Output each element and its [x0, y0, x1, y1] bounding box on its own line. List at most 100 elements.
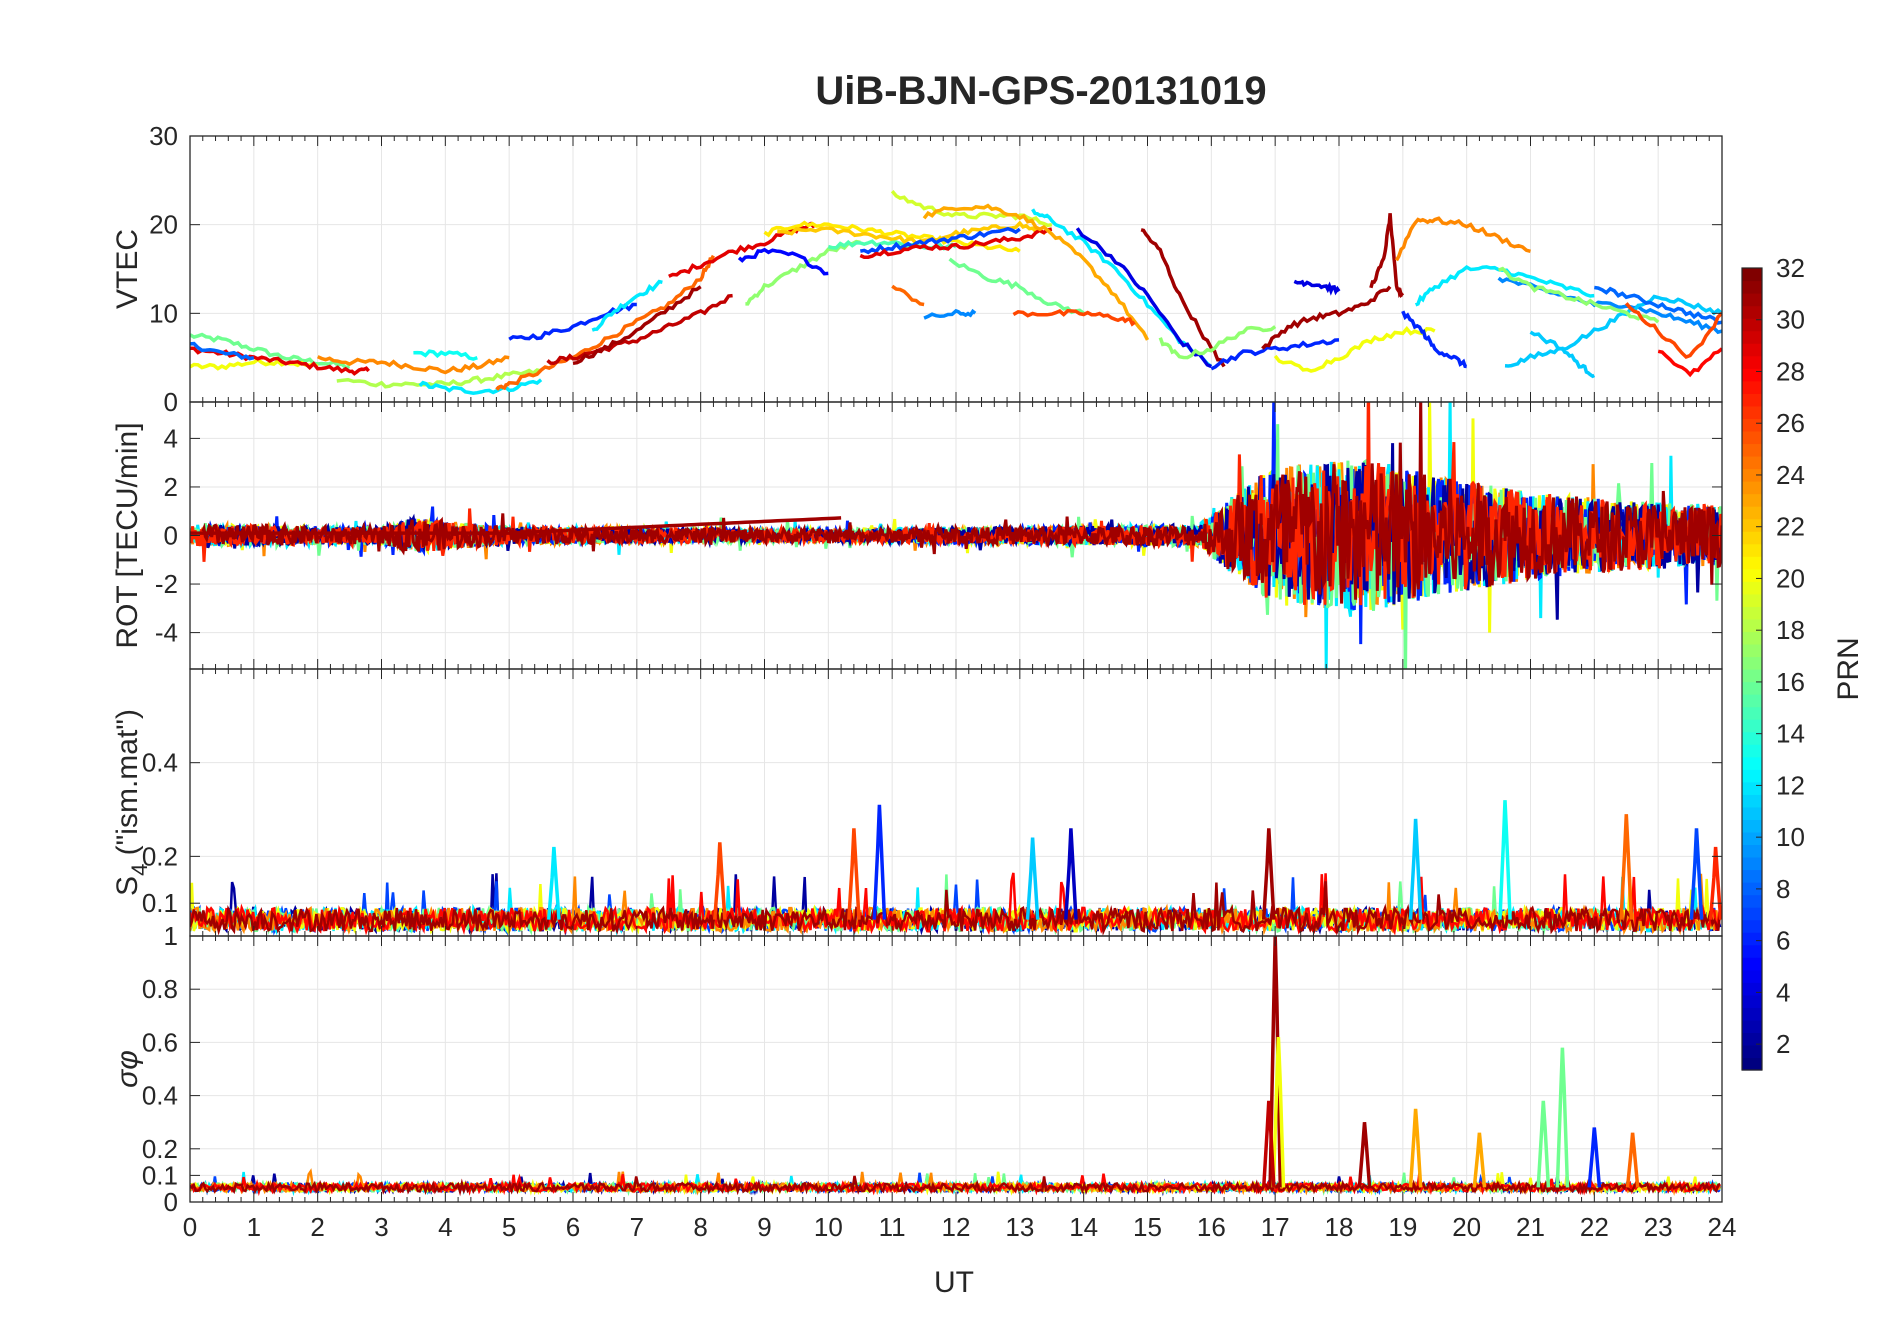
y-tick-label: 20 [149, 210, 178, 240]
vtec-series-prn-23 [922, 203, 1150, 341]
x-tick-label: 4 [438, 1212, 452, 1242]
colorbar-tick-label: 4 [1776, 977, 1790, 1007]
peak-prn-26 [847, 828, 861, 920]
panel-4: 00.10.2 0.4 0.6 0.8 1 σφ [111, 921, 1723, 1217]
vtec-series-prn-7 [859, 226, 1021, 255]
colorbar-tick-label: 10 [1776, 822, 1805, 852]
colorbar-tick-label: 18 [1776, 615, 1805, 645]
colorbar-segment [1742, 844, 1762, 858]
colorbar-tick-label: 26 [1776, 408, 1805, 438]
colorbar-tick-label: 28 [1776, 356, 1805, 386]
y-tick-label: 0.6 [142, 1027, 178, 1057]
x-tick-labels: 0 1 2 3 4 5 6 7 8 9 10 11 12 13 14 15 16 17 18 19 20 21 22 23 24 [183, 1212, 1737, 1242]
x-tick-label: 8 [693, 1212, 707, 1242]
panel-data [190, 800, 1722, 936]
vtec-series-prn-31 [1261, 285, 1392, 350]
x-tick-label: 17 [1261, 1212, 1290, 1242]
panel-1: 0 10 20 30 VTEC [111, 121, 1723, 417]
x-tick-label: 9 [757, 1212, 771, 1242]
vtec-series-prn-25 [891, 284, 925, 307]
colorbar-segment [1742, 1019, 1762, 1034]
vtec-series-prn-17 [1158, 325, 1277, 360]
colorbar-segment [1742, 794, 1762, 808]
series-prn-31 [190, 881, 1722, 936]
vtec-series-prn-31 [572, 285, 702, 366]
vtec-series-prn-12 [418, 378, 543, 395]
vtec-series-prn-17 [1497, 266, 1660, 324]
colorbar-segment [1742, 957, 1762, 971]
colorbar-segment [1742, 631, 1762, 645]
colorbar-segment [1742, 455, 1762, 470]
vtec-series-prn-20 [190, 357, 319, 371]
colorbar-label: PRN [1832, 637, 1865, 700]
vtec-series-prn-31 [1140, 228, 1226, 368]
colorbar-segment [1742, 982, 1762, 996]
colorbar-segment [1742, 643, 1762, 658]
colorbar-segment [1742, 1057, 1762, 1071]
panel-data [190, 402, 1722, 669]
colorbar-segment [1742, 305, 1762, 319]
peak-prn-23 [1408, 1108, 1423, 1188]
x-tick-label: 6 [566, 1212, 580, 1242]
peak-prn-7 [1689, 828, 1704, 920]
colorbar-segment [1742, 656, 1762, 670]
colorbar-segment [1742, 418, 1762, 432]
colorbar-segment [1742, 907, 1762, 921]
vtec-series-prn-11 [1504, 294, 1722, 368]
vtec-series-prn-20 [1273, 325, 1436, 373]
colorbar-segment [1742, 969, 1762, 983]
colorbar-segment [1742, 994, 1762, 1008]
y-tick-label: -4 [155, 618, 178, 648]
peak-prn-25 [1619, 814, 1634, 920]
vtec-series-prn-24 [316, 355, 510, 375]
colorbar-segment [1742, 393, 1762, 407]
colorbar-tick-label: 2 [1776, 1029, 1790, 1059]
x-tick-label: 7 [630, 1212, 644, 1242]
peak-prn-31 [1357, 1122, 1372, 1188]
colorbar-segment [1742, 781, 1762, 795]
colorbar-segment [1742, 1044, 1762, 1059]
colorbar-tick-label: 16 [1776, 667, 1805, 697]
peak-prn-16 [1555, 1047, 1570, 1188]
panel-data [190, 936, 1722, 1197]
vtec-series-prn-29 [668, 221, 817, 278]
colorbar-tick-label: 22 [1776, 512, 1805, 542]
colorbar-tick-label: 32 [1776, 253, 1805, 283]
colorbar-segment [1742, 719, 1762, 733]
colorbar-segment [1742, 744, 1762, 758]
vtec-series-prn-12 [591, 279, 663, 332]
colorbar-tick-label: 6 [1776, 926, 1790, 956]
x-tick-label: 3 [374, 1212, 388, 1242]
colorbar-segment [1742, 769, 1762, 783]
y-tick-label: 10 [149, 298, 178, 328]
colorbar-segment [1742, 731, 1762, 745]
colorbar-segment [1742, 681, 1762, 695]
vtec-series-prn-4 [1293, 279, 1341, 296]
y-tick-label: 0 [164, 387, 178, 417]
x-tick-label: 11 [879, 1212, 906, 1242]
colorbar-segment [1742, 869, 1762, 883]
x-tick-label: 5 [502, 1212, 516, 1242]
x-tick-label: 12 [942, 1212, 971, 1242]
colorbar-segment [1742, 531, 1762, 545]
x-tick-label: 10 [814, 1212, 843, 1242]
colorbar-segment [1742, 669, 1762, 683]
colorbar-segment [1742, 318, 1762, 332]
x-tick-label: 16 [1197, 1212, 1226, 1242]
rot-trend-prn-31 [190, 516, 842, 535]
y-axis-label-sub: 4 [127, 864, 152, 876]
colorbar-segment [1742, 330, 1762, 344]
y-tick-label: 0.2 [142, 1134, 178, 1164]
colorbar-tick-label: 20 [1776, 563, 1805, 593]
x-tick-label: 21 [1516, 1212, 1545, 1242]
series-prn-31 [190, 1175, 1721, 1197]
colorbar-segment [1742, 518, 1762, 532]
vtec-series-prn-30 [546, 293, 733, 366]
colorbar-segment [1742, 556, 1762, 570]
y-axis-label: VTEC [111, 229, 144, 309]
y-axis-label: σφ [111, 1050, 144, 1088]
colorbar-segment [1742, 944, 1762, 958]
colorbar-tick-label: 8 [1776, 874, 1790, 904]
colorbar-segment [1742, 894, 1762, 908]
